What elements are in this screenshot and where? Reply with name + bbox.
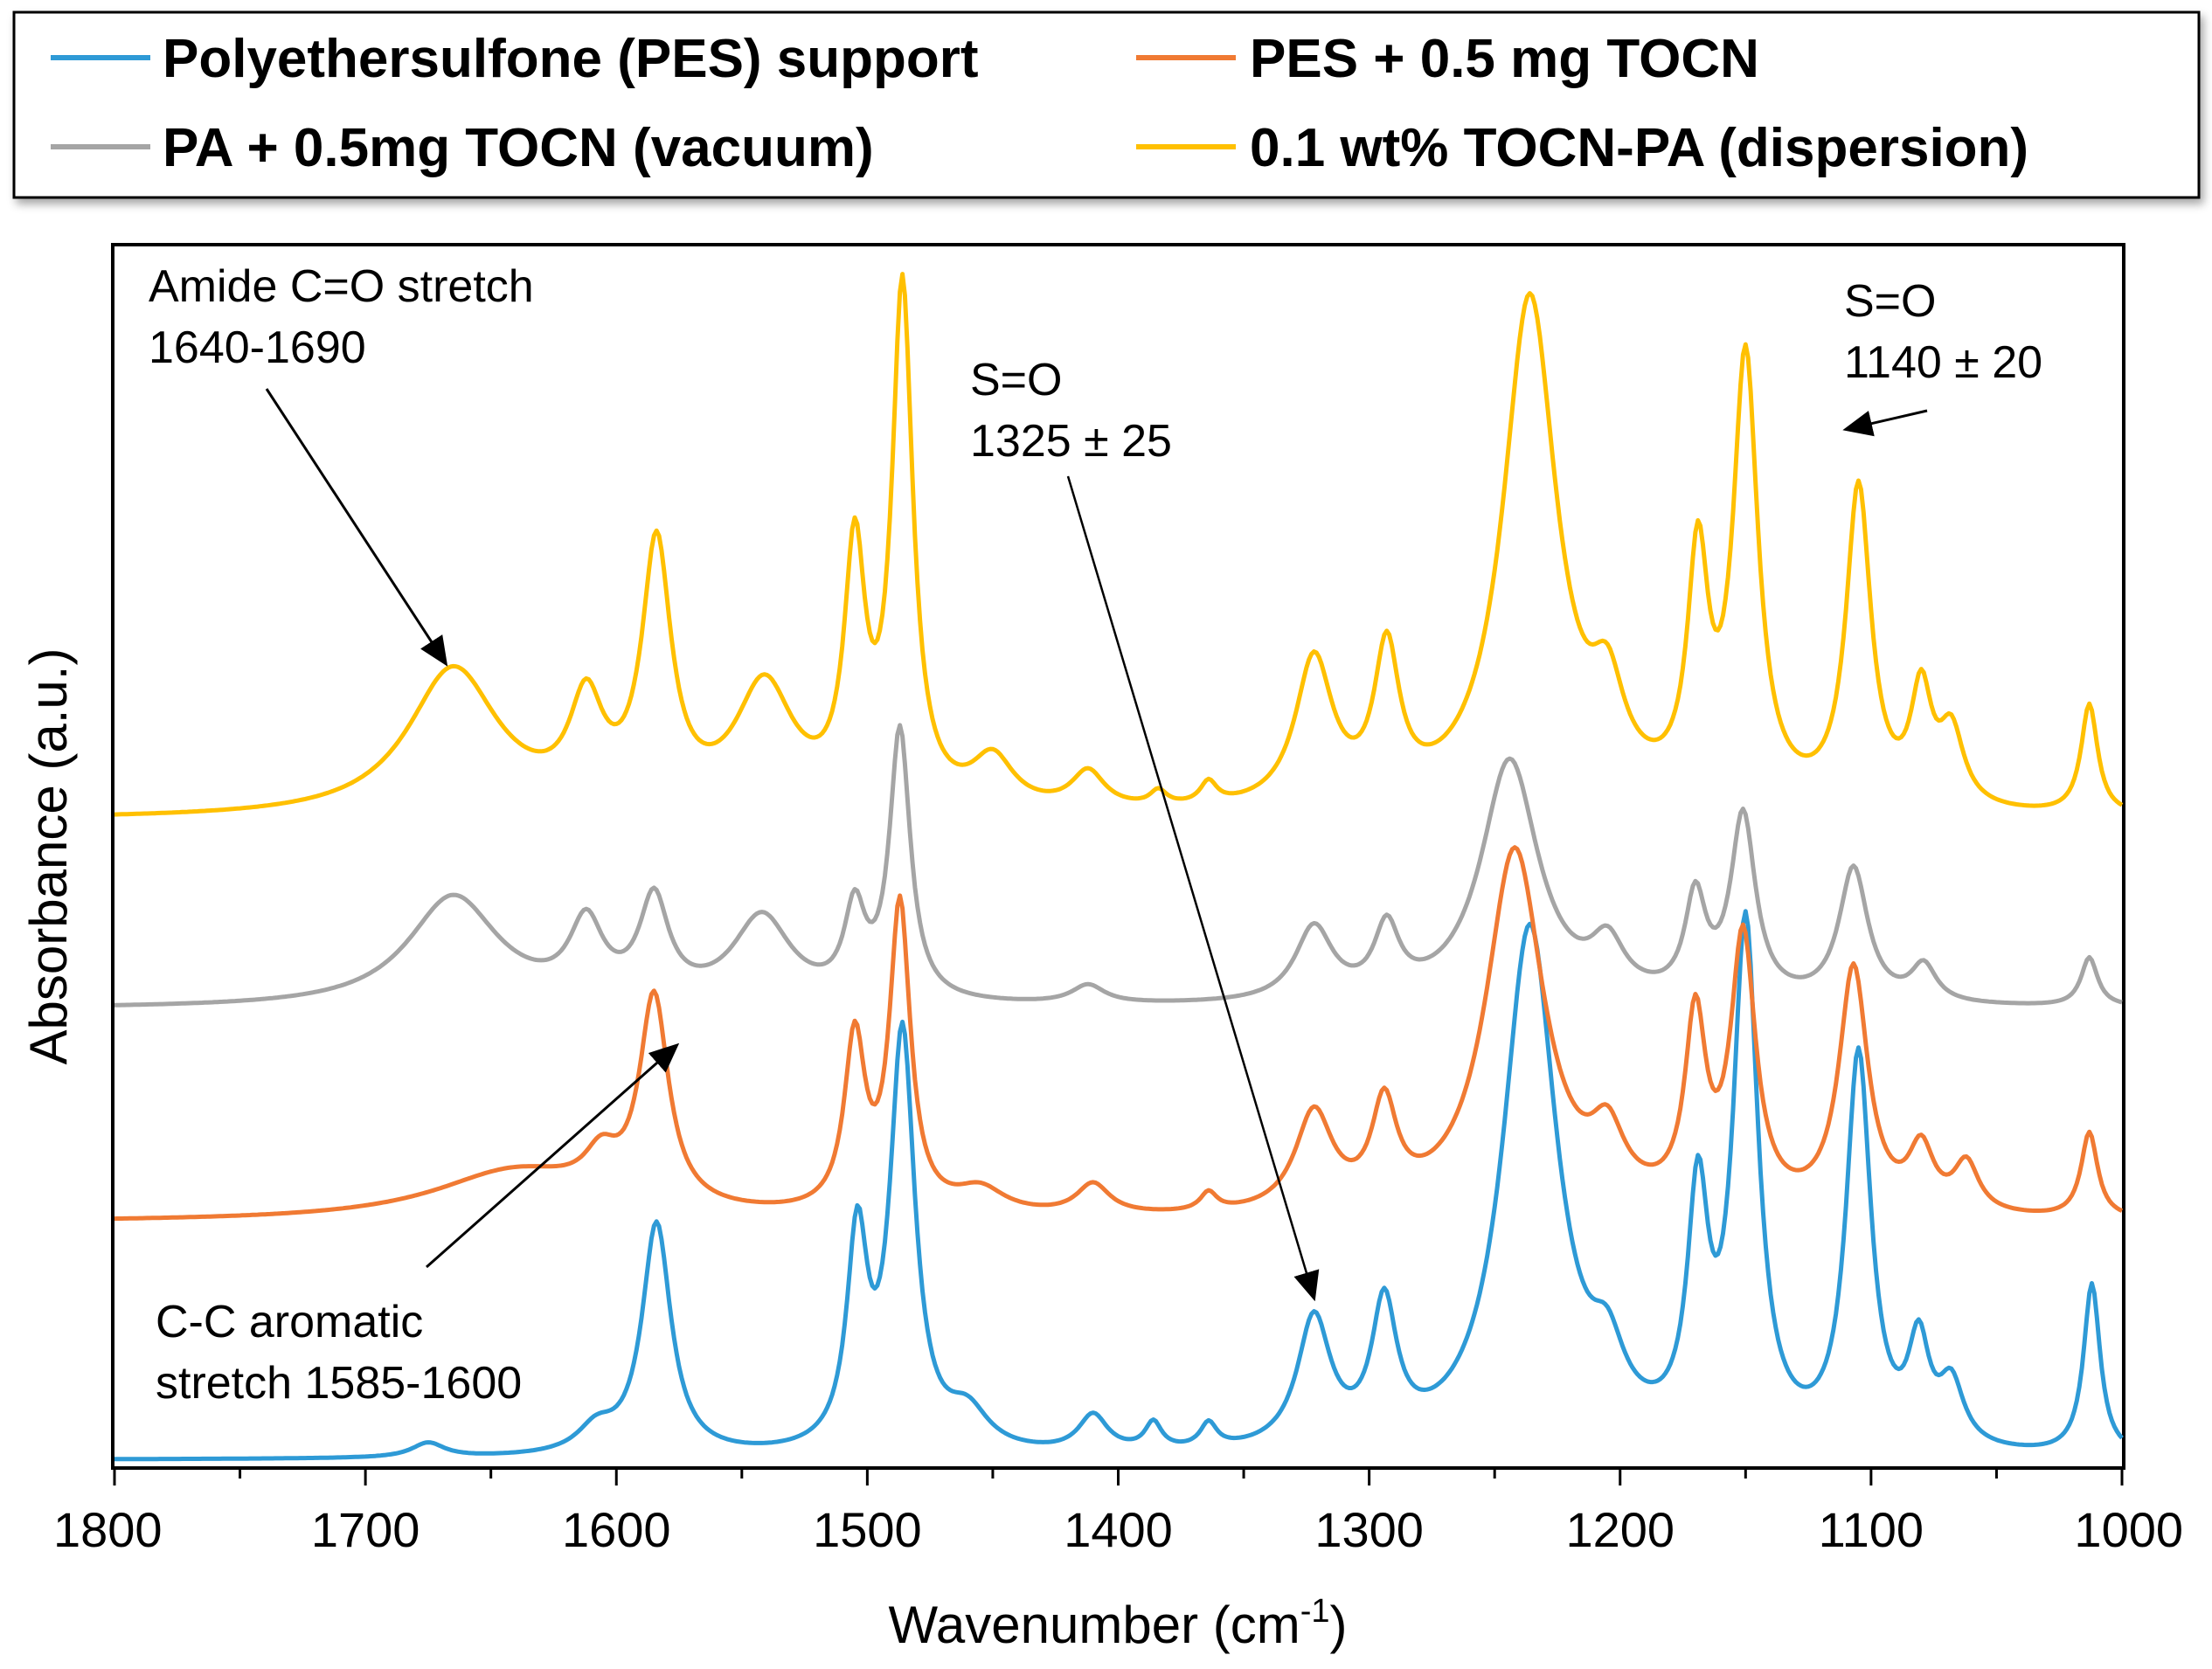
series-line-tocn-pa-dispersion bbox=[114, 272, 2124, 817]
annotation-so-1325-arrow bbox=[1066, 475, 1320, 1302]
x-tick-label-1300: 1300 bbox=[1314, 1502, 1424, 1557]
series-line-pes-support bbox=[114, 909, 2124, 1462]
series-line-pes-tocn bbox=[114, 845, 2124, 1222]
legend-box bbox=[12, 10, 2201, 199]
legend-entry-0: Polyethersulfone (PES) support bbox=[51, 29, 979, 89]
x-tick-label-1400: 1400 bbox=[1064, 1502, 1173, 1557]
annotation-cc-line1: C-C aromatic bbox=[156, 1297, 423, 1347]
x-tick-label-1600: 1600 bbox=[562, 1502, 671, 1557]
annotation-amide-line2: 1640-1690 bbox=[149, 322, 366, 373]
annotation-amide-arrow bbox=[265, 388, 448, 667]
y-axis-title: Absorbance (a.u.) bbox=[19, 648, 78, 1065]
x-tick-label-1100: 1100 bbox=[1819, 1502, 1924, 1557]
x-tick-label-1800: 1800 bbox=[53, 1502, 163, 1557]
annotation-so-1140-line2: 1140 ± 20 bbox=[1844, 337, 2042, 388]
series-line-pa-tocn-vacuum bbox=[114, 723, 2123, 1008]
plot-area bbox=[111, 243, 2125, 1470]
annotation-cc-arrow bbox=[426, 1042, 680, 1269]
legend-label-2: PA + 0.5mg TOCN (vacuum) bbox=[163, 118, 874, 178]
annotation-so-1325: S=O 1325 ± 25 bbox=[970, 355, 1320, 1302]
annotation-so-1325-line1: S=O bbox=[970, 355, 1063, 405]
annotation-so-1140: S=O 1140 ± 20 bbox=[1842, 276, 2042, 437]
x-tick-label-1700: 1700 bbox=[311, 1502, 420, 1557]
annotation-amide: Amide C=O stretch 1640-1690 bbox=[149, 261, 534, 667]
legend-entry-2: PA + 0.5mg TOCN (vacuum) bbox=[51, 118, 874, 178]
x-axis: 1800 1700 1600 1500 1400 1300 1200 1100 1000 bbox=[53, 1466, 2183, 1557]
annotation-so-1140-arrow bbox=[1842, 409, 1928, 437]
x-axis-title: Wavenumber (cm-1) bbox=[889, 1593, 1348, 1654]
x-tick-label-1200: 1200 bbox=[1565, 1502, 1675, 1557]
annotation-cc-line2: stretch 1585-1600 bbox=[156, 1358, 522, 1409]
legend-label-3: 0.1 wt% TOCN-PA (dispersion) bbox=[1250, 118, 2028, 178]
x-tick-label-1000: 1000 bbox=[2074, 1502, 2183, 1557]
annotation-amide-line1: Amide C=O stretch bbox=[149, 261, 534, 312]
legend: Polyethersulfone (PES) support PES + 0.5… bbox=[12, 10, 2201, 199]
legend-entry-1: PES + 0.5 mg TOCN bbox=[1136, 29, 1759, 89]
annotation-cc-aromatic: C-C aromatic stretch 1585-1600 bbox=[156, 1042, 680, 1409]
annotation-so-1140-line1: S=O bbox=[1844, 276, 1937, 327]
legend-entry-3: 0.1 wt% TOCN-PA (dispersion) bbox=[1136, 118, 2028, 178]
series-group bbox=[114, 272, 2124, 1462]
legend-label-1: PES + 0.5 mg TOCN bbox=[1250, 29, 1759, 89]
x-tick-label-1500: 1500 bbox=[813, 1502, 922, 1557]
annotation-so-1325-line2: 1325 ± 25 bbox=[970, 416, 1172, 467]
legend-label-0: Polyethersulfone (PES) support bbox=[163, 29, 979, 89]
